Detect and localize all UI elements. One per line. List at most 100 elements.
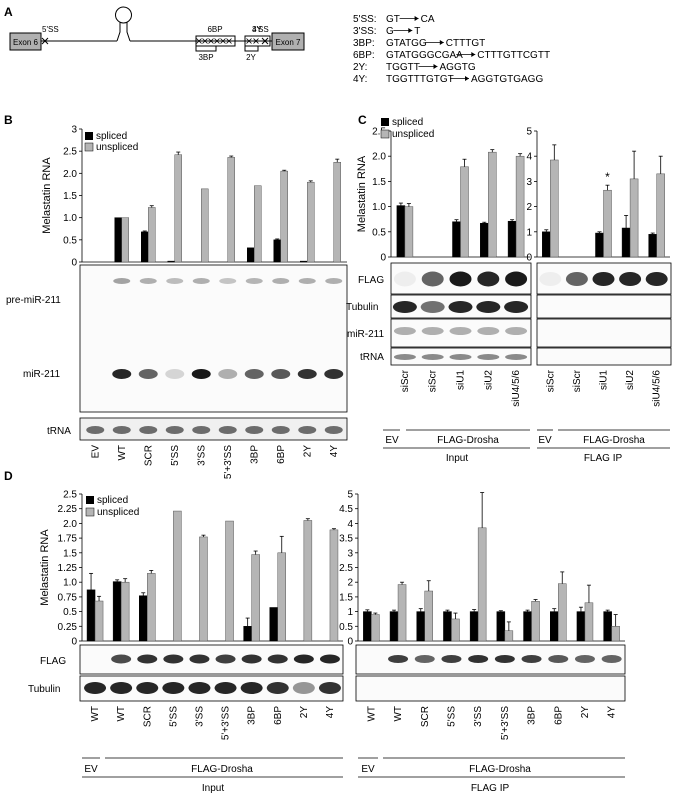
- unspliced-bar: [584, 602, 594, 642]
- spliced-bar: [247, 247, 255, 263]
- lane-label: WT: [117, 445, 128, 461]
- panel-c-ip-chart: 0 1 2 3 4 5 *: [526, 127, 670, 264]
- mutation-to: CTTTGT: [446, 38, 485, 49]
- unspliced-bar: [277, 552, 286, 642]
- flag-band: [393, 271, 416, 287]
- unspliced-bar: [121, 217, 129, 263]
- lane-label: SCR: [420, 706, 431, 727]
- spliced-bar: [648, 234, 657, 258]
- pre-mir-211-band: [298, 278, 316, 284]
- spliced-bar: [363, 611, 372, 642]
- flag-ip-band: [592, 272, 615, 286]
- flag-band: [505, 271, 528, 287]
- unspliced-bar: [656, 173, 665, 258]
- lane-label: EV: [90, 445, 101, 459]
- mutation-cross: [202, 38, 208, 44]
- lane-label: 3'SS: [196, 445, 207, 466]
- y-tick-label: 2.0: [63, 169, 77, 180]
- ss3-mark: [261, 37, 269, 45]
- mutation-name: 5'SS:: [353, 14, 377, 25]
- panel-c-legend: spliced unspliced: [380, 117, 434, 140]
- lane-label: 6BP: [273, 706, 284, 725]
- bp3-bracket: [195, 45, 217, 52]
- mutation-cross: [220, 38, 226, 44]
- panel-c-groups: EV FLAG-Drosha Input EV FLAG-Drosha FLAG…: [383, 429, 670, 464]
- lane-label: 4Y: [329, 445, 340, 458]
- y-tick-label: 1.0: [63, 213, 77, 224]
- y-tick-label: 0: [71, 258, 77, 269]
- mutation-name: 6BP:: [353, 50, 375, 61]
- mir-211-band: [421, 327, 444, 335]
- y-tick-label: 2.5: [339, 563, 353, 574]
- spliced-bar: [576, 611, 586, 642]
- lane-label: 3'SS: [473, 706, 484, 727]
- c-ip-label: FLAG IP: [584, 453, 623, 464]
- trna-label-b: tRNA: [47, 426, 71, 437]
- mir-211-band: [165, 369, 185, 379]
- mutation-cross: [214, 38, 220, 44]
- spliced-bar: [269, 607, 278, 642]
- unspliced-bar: [488, 151, 497, 258]
- panel-c-lane-labels: siScr siScr siU1 siU2 siU4/5/6 siScr siScr siU1…: [400, 369, 663, 406]
- tubulin-band: [448, 301, 473, 313]
- lane-label: 6BP: [276, 445, 287, 464]
- lane-label: 5'SS: [446, 706, 457, 727]
- legend-d-spliced-label: spliced: [97, 495, 128, 506]
- panel-label-a: A: [4, 5, 13, 19]
- panel-d-input-chart: 0 0.25 0.5 0.75 1.0 1.25 1.5 1.75 2.0 2.25 2.5 Mela…: [39, 490, 343, 648]
- mir-211-band: [244, 369, 264, 379]
- mutation-arrowhead: [433, 64, 438, 69]
- unspliced-bar: [303, 520, 313, 642]
- lane-label: SCR: [143, 445, 154, 466]
- pre-mir-211-band: [113, 278, 131, 284]
- flag-band: [267, 654, 288, 664]
- d-ip-label: FLAG IP: [471, 783, 510, 794]
- c-ev-label: EV: [385, 435, 399, 446]
- trna-band: [271, 426, 290, 434]
- mir-211-band: [393, 327, 416, 335]
- flag-ip-band: [494, 655, 515, 663]
- unspliced-bar: [504, 630, 514, 642]
- unspliced-bar: [329, 529, 339, 642]
- d-drosha-label: FLAG-Drosha: [191, 764, 253, 775]
- unspliced-bar: [120, 581, 130, 642]
- y-tick-label: 4: [526, 152, 532, 163]
- ss5-mark: [41, 37, 49, 45]
- flag-band: [421, 271, 444, 287]
- panel-b-legend: spliced unspliced: [84, 131, 138, 153]
- mutation-from: G: [386, 26, 394, 37]
- pre-mir-211-band: [139, 278, 157, 284]
- c-ev-ip-label: EV: [538, 435, 552, 446]
- lane-label: siU1: [599, 370, 610, 390]
- spliced-bar: [550, 611, 559, 642]
- y-tick-label: 3: [71, 125, 77, 136]
- pre-mir-211-band: [166, 278, 184, 284]
- lane-label: 5'SS: [168, 706, 179, 727]
- mutation-from: GT: [386, 14, 400, 25]
- lane-label: 5'+3'SS: [500, 706, 511, 740]
- mir-211-band: [138, 369, 158, 379]
- mutation-cross: [246, 38, 252, 44]
- pre-mir-211-band: [192, 278, 210, 284]
- spliced-bar: [603, 611, 612, 642]
- flag-band: [241, 654, 262, 664]
- trna-band: [139, 426, 158, 434]
- spliced-bar: [139, 595, 148, 642]
- pre-mir-211-bands: [113, 278, 343, 284]
- flag-band: [293, 654, 314, 664]
- c-mir-ip-box: [536, 318, 672, 348]
- flag-ip-band: [468, 655, 489, 663]
- trna-band: [324, 426, 343, 434]
- mutation-to: AGGTGTGAGG: [471, 74, 543, 85]
- panel-d-blots: FLAG Tubulin: [28, 644, 626, 702]
- tubulin-band: [214, 682, 237, 694]
- mir-211-band: [112, 369, 132, 379]
- trna-band: [449, 354, 472, 360]
- flag-ip-band: [414, 655, 435, 663]
- mir-211-band: [449, 327, 472, 335]
- unspliced-bar: [333, 162, 341, 263]
- trna-band: [192, 426, 211, 434]
- c-drosha-label: FLAG-Drosha: [437, 435, 499, 446]
- y4-label: 4Y: [252, 25, 262, 34]
